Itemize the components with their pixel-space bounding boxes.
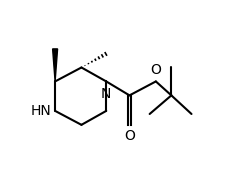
Polygon shape <box>52 49 57 81</box>
Text: O: O <box>123 129 134 143</box>
Text: HN: HN <box>30 104 51 118</box>
Text: O: O <box>150 63 161 77</box>
Text: N: N <box>101 87 111 101</box>
